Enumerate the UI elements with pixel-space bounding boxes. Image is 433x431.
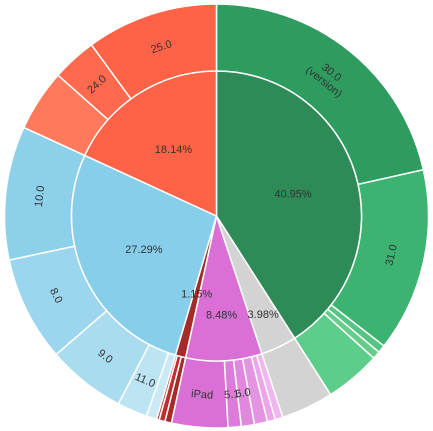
inner-label-other: 3.98%: [248, 309, 279, 321]
outer-label-9: 6.0: [235, 386, 252, 400]
labels: 40.95%3.98%8.48%1.15%27.29%18.14%30.0(ve…: [33, 38, 400, 402]
outer-label-line: iPad: [191, 388, 214, 402]
outer-label-line: 10.0: [33, 185, 47, 208]
inner-label-opera: 1.15%: [181, 288, 212, 300]
inner-slice-ie: [70, 154, 218, 357]
inner-ring: [70, 70, 363, 362]
outer-label-line: 6.0: [235, 386, 252, 400]
outer-label-line: 31.0: [383, 243, 399, 267]
outer-label-19: 10.0: [33, 185, 47, 208]
outer-label-11: iPad: [191, 388, 214, 402]
inner-label-ie: 27.29%: [125, 244, 163, 256]
inner-label-chrome: 40.95%: [274, 189, 312, 201]
outer-label-1: 31.0: [383, 243, 399, 267]
inner-label-firefox: 18.14%: [155, 144, 193, 156]
inner-slice-firefox: [83, 70, 218, 218]
outer-label-10: 5.1: [224, 388, 240, 401]
inner-label-safari: 8.48%: [206, 309, 237, 321]
outer-label-line: 5.1: [224, 388, 240, 401]
